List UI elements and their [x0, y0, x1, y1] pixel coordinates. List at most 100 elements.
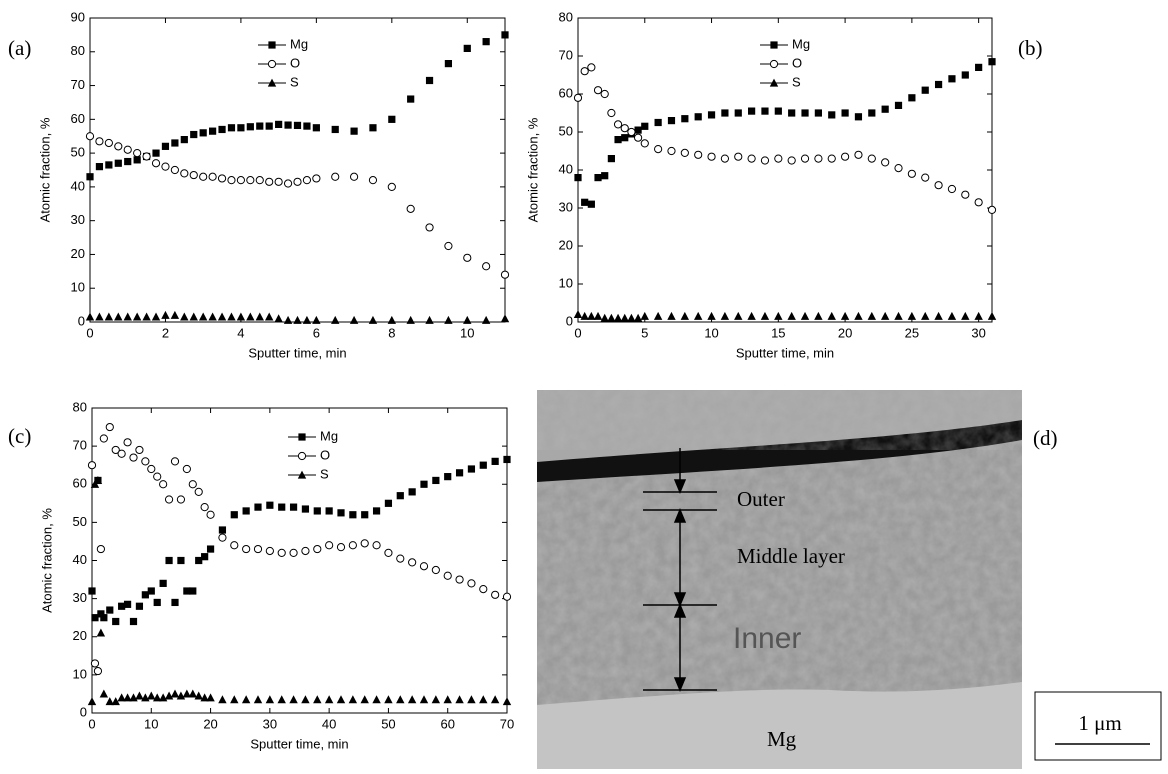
y-tick-label: 70 [559, 47, 573, 62]
x-tick-label: 5 [641, 325, 648, 340]
marker [190, 131, 197, 138]
x-tick-label: 70 [500, 716, 514, 731]
marker [721, 312, 729, 320]
marker [96, 138, 103, 145]
marker [388, 316, 396, 324]
x-tick-label: 25 [905, 325, 919, 340]
marker [608, 155, 615, 162]
marker [298, 452, 305, 459]
marker [115, 160, 122, 167]
marker [480, 585, 487, 592]
marker [482, 316, 490, 324]
marker [373, 507, 380, 514]
marker [962, 71, 969, 78]
y-tick-label: 30 [559, 199, 573, 214]
marker [86, 173, 93, 180]
marker [654, 312, 662, 320]
layer-label: Outer [737, 487, 785, 511]
marker [314, 507, 321, 514]
marker [420, 695, 428, 703]
y-tick-label: 20 [559, 237, 573, 252]
marker [136, 446, 143, 453]
marker [895, 165, 902, 172]
marker [133, 313, 141, 321]
marker [303, 316, 311, 324]
marker [921, 312, 929, 320]
marker [190, 171, 197, 178]
marker [134, 150, 141, 157]
marker [580, 312, 588, 320]
marker [206, 693, 214, 701]
y-axis-label: Atomic fraction, % [39, 508, 54, 613]
marker [303, 122, 310, 129]
marker [88, 697, 96, 705]
marker [228, 177, 235, 184]
marker [219, 534, 226, 541]
marker [201, 553, 208, 560]
marker [189, 481, 196, 488]
marker [432, 566, 439, 573]
marker [112, 618, 119, 625]
marker [574, 310, 582, 318]
marker [154, 473, 161, 480]
marker [708, 111, 715, 118]
marker [681, 312, 689, 320]
marker [668, 117, 675, 124]
marker [118, 450, 125, 457]
marker [770, 60, 777, 67]
x-tick-label: 15 [771, 325, 785, 340]
y-tick-label: 40 [73, 552, 87, 567]
x-tick-label: 10 [144, 716, 158, 731]
marker [114, 313, 122, 321]
marker [91, 660, 98, 667]
marker [408, 695, 416, 703]
x-tick-label: 40 [322, 716, 336, 731]
marker [171, 166, 178, 173]
marker [254, 504, 261, 511]
marker [227, 313, 235, 321]
marker [162, 143, 169, 150]
marker [747, 312, 755, 320]
marker [588, 201, 595, 208]
marker [349, 695, 357, 703]
marker [406, 316, 414, 324]
legend-label: O [792, 55, 802, 70]
marker [721, 109, 728, 116]
legend-label: S [320, 466, 329, 481]
marker [908, 312, 916, 320]
marker [483, 263, 490, 270]
marker [655, 119, 662, 126]
marker [278, 504, 285, 511]
marker [293, 316, 301, 324]
marker [801, 109, 808, 116]
marker [828, 155, 835, 162]
marker [607, 314, 615, 322]
marker [237, 313, 245, 321]
y-tick-label: 60 [559, 85, 573, 100]
y-tick-label: 70 [73, 438, 87, 453]
x-tick-label: 60 [440, 716, 454, 731]
marker [388, 183, 395, 190]
y-tick-label: 0 [80, 704, 87, 719]
panel-label: (c) [8, 424, 31, 448]
marker [868, 155, 875, 162]
marker [948, 312, 956, 320]
marker [331, 316, 339, 324]
marker [420, 481, 427, 488]
marker [294, 122, 301, 129]
marker [828, 111, 835, 118]
marker [256, 177, 263, 184]
y-tick-label: 80 [71, 43, 85, 58]
marker [337, 544, 344, 551]
marker [614, 121, 621, 128]
marker [627, 314, 635, 322]
marker [218, 313, 226, 321]
marker [326, 507, 333, 514]
marker [265, 313, 273, 321]
marker [774, 312, 782, 320]
marker [503, 456, 510, 463]
marker [445, 242, 452, 249]
marker [100, 690, 108, 698]
layer-label: Mg [767, 727, 797, 751]
marker [369, 177, 376, 184]
